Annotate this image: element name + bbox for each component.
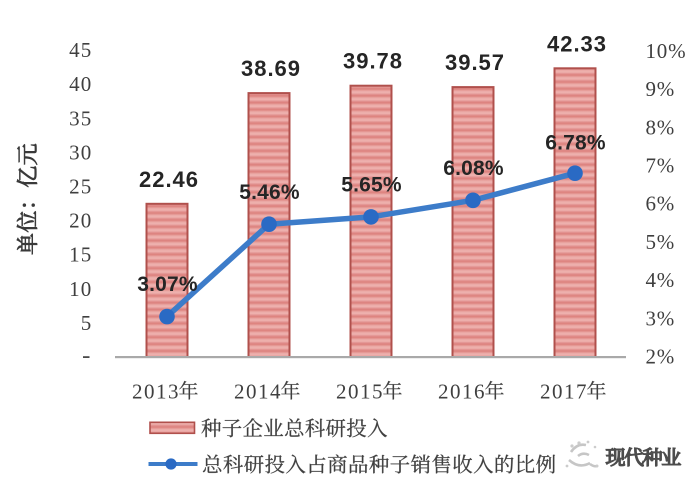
svg-text:5.65%: 5.65% — [341, 173, 402, 196]
svg-text:2015: 2015 — [336, 380, 384, 404]
svg-text:25: 25 — [69, 175, 92, 199]
svg-text:39.57: 39.57 — [445, 50, 505, 75]
svg-text:8%: 8% — [646, 115, 676, 139]
svg-text:20: 20 — [69, 209, 92, 233]
svg-text:2016: 2016 — [438, 380, 486, 404]
svg-text:40: 40 — [69, 72, 92, 96]
svg-text:4%: 4% — [646, 268, 676, 292]
svg-text:42.33: 42.33 — [547, 31, 607, 56]
svg-text:3%: 3% — [646, 306, 676, 330]
svg-text:6.08%: 6.08% — [443, 157, 504, 180]
svg-text:2014: 2014 — [234, 380, 282, 404]
svg-text:5.46%: 5.46% — [239, 181, 300, 204]
svg-text:10%: 10% — [646, 39, 687, 63]
svg-text:38.69: 38.69 — [241, 56, 301, 81]
svg-text:45: 45 — [69, 38, 92, 62]
svg-text:22.46: 22.46 — [139, 167, 199, 192]
svg-text:2017: 2017 — [540, 380, 588, 404]
svg-text:7%: 7% — [646, 154, 676, 178]
svg-text:39.78: 39.78 — [343, 49, 403, 74]
svg-text:30: 30 — [69, 140, 92, 164]
svg-text:9%: 9% — [646, 77, 676, 101]
svg-text:15: 15 — [69, 243, 92, 267]
svg-text:6%: 6% — [646, 192, 676, 216]
svg-text:10: 10 — [69, 277, 92, 301]
svg-text:3.07%: 3.07% — [137, 273, 198, 296]
svg-text:2%: 2% — [646, 345, 676, 369]
svg-text:2013: 2013 — [132, 380, 180, 404]
svg-text:5: 5 — [81, 311, 93, 335]
svg-text:5%: 5% — [646, 230, 676, 254]
svg-text:6.78%: 6.78% — [545, 132, 606, 155]
svg-text:35: 35 — [69, 106, 92, 130]
